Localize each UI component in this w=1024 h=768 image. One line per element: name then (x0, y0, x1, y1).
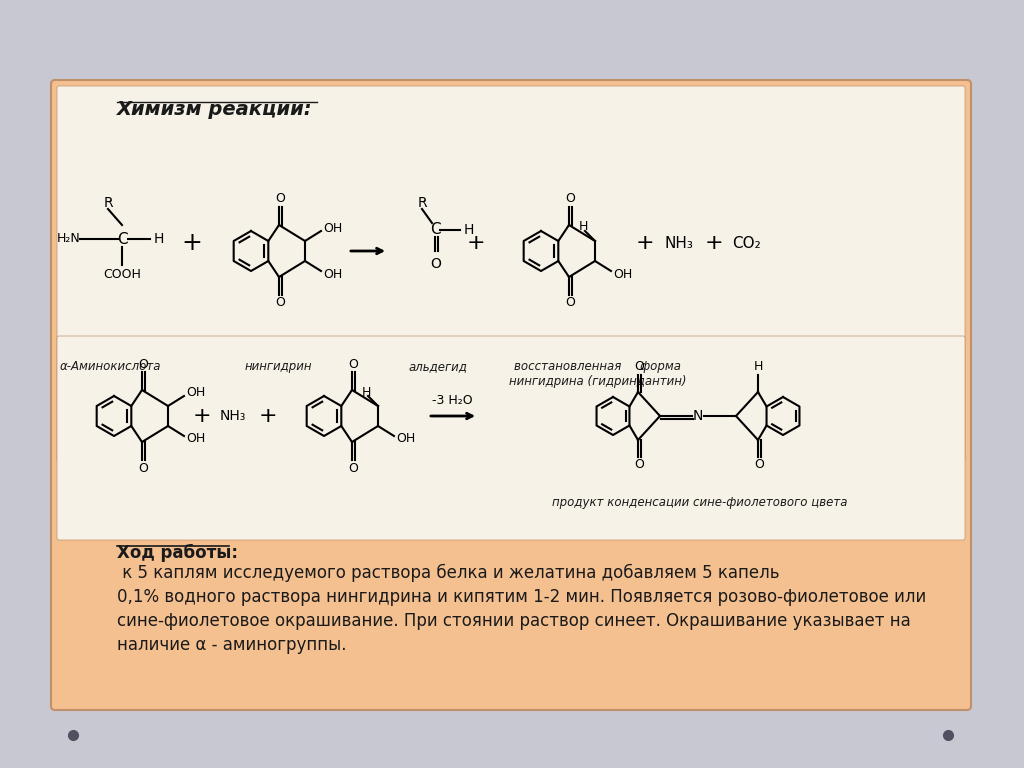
Text: H: H (361, 386, 371, 399)
Text: H: H (154, 232, 165, 246)
Text: сине-фиолетовое окрашивание. При стоянии раствор синеет. Окрашивание указывает н: сине-фиолетовое окрашивание. При стоянии… (117, 612, 910, 630)
Text: H: H (464, 223, 474, 237)
Text: Ход работы:: Ход работы: (117, 544, 238, 562)
Text: R: R (103, 196, 113, 210)
Text: H: H (754, 360, 763, 373)
Text: альдегид: альдегид (409, 360, 467, 373)
Text: +: + (705, 233, 723, 253)
Text: O: O (634, 458, 644, 472)
Text: OH: OH (323, 221, 342, 234)
Text: OH: OH (396, 432, 416, 445)
Text: C: C (117, 231, 127, 247)
Text: OH: OH (613, 267, 632, 280)
Text: -3 H₂O: -3 H₂O (432, 393, 472, 406)
Text: продукт конденсации сине-фиолетового цвета: продукт конденсации сине-фиолетового цве… (552, 496, 848, 509)
Text: восстановленная     форма: восстановленная форма (514, 360, 682, 373)
Text: O: O (754, 458, 764, 472)
Text: O: O (430, 257, 441, 271)
Text: CO₂: CO₂ (732, 236, 761, 250)
Text: OH: OH (186, 386, 205, 399)
Text: C: C (430, 223, 440, 237)
Text: +: + (467, 233, 485, 253)
Text: O: O (348, 357, 358, 370)
Text: O: O (565, 296, 574, 310)
Text: R: R (417, 196, 427, 210)
Text: Химизм реакции:: Химизм реакции: (117, 100, 312, 119)
Text: +: + (193, 406, 211, 426)
Text: +: + (181, 231, 203, 255)
Text: к 5 каплям исследуемого раствора белка и желатина добавляем 5 капель: к 5 каплям исследуемого раствора белка и… (117, 564, 779, 582)
Text: H₂N: H₂N (56, 233, 80, 246)
Text: OH: OH (186, 432, 205, 445)
Text: O: O (565, 193, 574, 206)
Text: +: + (636, 233, 654, 253)
Text: 0,1% водного раствора нингидрина и кипятим 1-2 мин. Появляется розово-фиолетовое: 0,1% водного раствора нингидрина и кипят… (117, 588, 927, 606)
Text: OH: OH (323, 267, 342, 280)
FancyBboxPatch shape (51, 80, 971, 710)
Text: O: O (138, 357, 147, 370)
Text: NH₃: NH₃ (220, 409, 247, 423)
Text: нингидрин: нингидрин (245, 360, 311, 373)
FancyBboxPatch shape (57, 336, 965, 540)
Text: N: N (693, 409, 703, 423)
Text: O: O (275, 193, 285, 206)
Text: O: O (348, 462, 358, 475)
Text: O: O (275, 296, 285, 310)
Text: наличие α - аминогруппы.: наличие α - аминогруппы. (117, 636, 346, 654)
Text: α-Аминокислота: α-Аминокислота (59, 360, 161, 373)
Text: H: H (579, 220, 588, 233)
Text: +: + (259, 406, 278, 426)
Text: O: O (634, 360, 644, 373)
Text: NH₃: NH₃ (665, 236, 694, 250)
Text: COOH: COOH (103, 268, 141, 281)
FancyBboxPatch shape (57, 86, 965, 461)
Text: O: O (138, 462, 147, 475)
Text: нингидрина (гидриндантин): нингидрина (гидриндантин) (509, 375, 687, 388)
